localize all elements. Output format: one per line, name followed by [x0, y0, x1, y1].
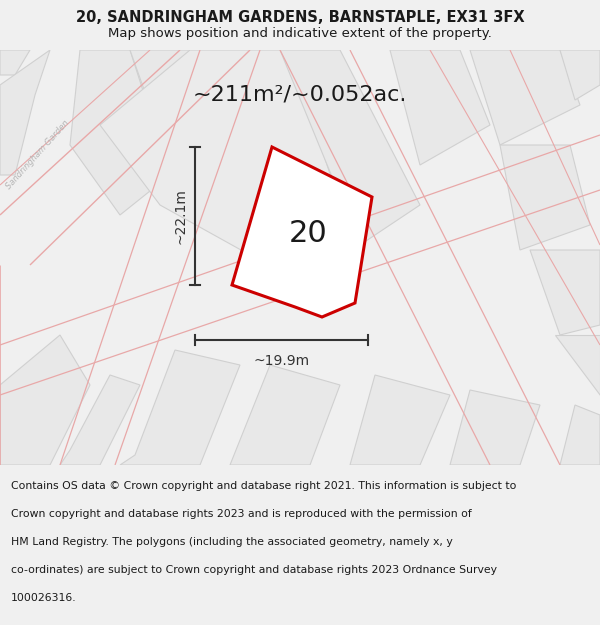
Text: 20: 20: [289, 219, 328, 248]
Polygon shape: [555, 335, 600, 395]
Polygon shape: [530, 250, 600, 335]
Polygon shape: [0, 50, 50, 175]
Polygon shape: [230, 365, 340, 465]
Polygon shape: [280, 50, 420, 245]
Polygon shape: [470, 50, 580, 145]
Polygon shape: [500, 145, 590, 250]
Polygon shape: [130, 50, 240, 205]
Text: co-ordinates) are subject to Crown copyright and database rights 2023 Ordnance S: co-ordinates) are subject to Crown copyr…: [11, 565, 497, 575]
Polygon shape: [560, 50, 600, 100]
Polygon shape: [350, 375, 450, 465]
Polygon shape: [60, 375, 140, 465]
Text: ~22.1m: ~22.1m: [173, 188, 187, 244]
Polygon shape: [100, 50, 340, 255]
Polygon shape: [0, 335, 90, 465]
Text: 20, SANDRINGHAM GARDENS, BARNSTAPLE, EX31 3FX: 20, SANDRINGHAM GARDENS, BARNSTAPLE, EX3…: [76, 10, 524, 25]
Text: Map shows position and indicative extent of the property.: Map shows position and indicative extent…: [108, 27, 492, 40]
Polygon shape: [390, 50, 490, 165]
Text: Contains OS data © Crown copyright and database right 2021. This information is : Contains OS data © Crown copyright and d…: [11, 481, 516, 491]
Polygon shape: [120, 350, 240, 465]
Text: Sandringham Garden: Sandringham Garden: [5, 119, 71, 191]
Polygon shape: [70, 50, 170, 215]
Text: Crown copyright and database rights 2023 and is reproduced with the permission o: Crown copyright and database rights 2023…: [11, 509, 472, 519]
Polygon shape: [232, 147, 372, 317]
Polygon shape: [560, 405, 600, 465]
Text: HM Land Registry. The polygons (including the associated geometry, namely x, y: HM Land Registry. The polygons (includin…: [11, 537, 452, 547]
Polygon shape: [450, 390, 540, 465]
Text: 100026316.: 100026316.: [11, 593, 76, 603]
Text: ~211m²/~0.052ac.: ~211m²/~0.052ac.: [193, 85, 407, 105]
Polygon shape: [0, 50, 30, 75]
Text: ~19.9m: ~19.9m: [253, 354, 310, 368]
